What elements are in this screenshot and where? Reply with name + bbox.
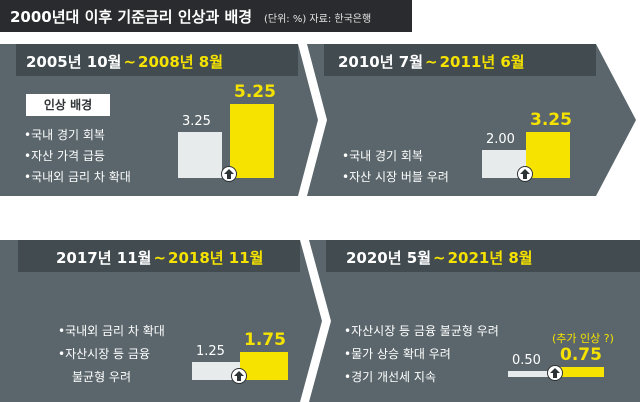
reason-item: •자산 시장 버블 우려 bbox=[342, 170, 449, 184]
period-tilde: ~ bbox=[153, 249, 167, 267]
reason-item: •국내 경기 회복 bbox=[24, 128, 105, 142]
reason-item: •자산시장 등 금융 불균형 우려 bbox=[344, 324, 499, 338]
title-bar: 2000년대 이후 기준금리 인상과 배경 (단위: %) 자료: 한국은행 bbox=[0, 0, 412, 32]
reason-item: •자산시장 등 금융 bbox=[58, 347, 150, 361]
value-label-after: 3.25 bbox=[530, 110, 572, 131]
period-tilde: ~ bbox=[123, 53, 137, 71]
reason-item: •물가 상승 확대 우려 bbox=[344, 347, 451, 361]
reason-item: •국내외 금리 차 확대 bbox=[58, 324, 165, 338]
value-label-before: 1.25 bbox=[196, 344, 225, 359]
reason-item: •국내외 금리 차 확대 bbox=[24, 170, 131, 184]
reason-item: 불균형 우려 bbox=[72, 370, 132, 384]
period-tilde: ~ bbox=[433, 249, 446, 267]
panel-header-1: 2005년 10월 ~2008년 8월 bbox=[16, 44, 298, 76]
period-end: 2008년 8월 bbox=[138, 53, 224, 71]
value-label-after: 5.25 bbox=[234, 82, 276, 102]
period-start: 2017년 11월 bbox=[56, 249, 152, 267]
value-label-before: 0.50 bbox=[512, 353, 541, 368]
reason-label: 인상 배경 bbox=[26, 94, 110, 116]
bar-before bbox=[192, 362, 240, 380]
bar-after bbox=[230, 104, 274, 178]
up-arrow-icon bbox=[221, 166, 237, 182]
period-start: 2020년 5월 bbox=[346, 249, 432, 267]
bar-after bbox=[240, 352, 288, 380]
panel-header-4: 2020년 5월 ~2021년 8월 bbox=[326, 240, 640, 272]
extra-hike-note: (추가 인상 ?) bbox=[552, 332, 614, 345]
period-end: 2021년 8월 bbox=[447, 249, 533, 267]
chevron-separator-top bbox=[298, 44, 327, 196]
value-label-after: 0.75 bbox=[560, 345, 602, 365]
reason-item: •경기 개선세 지속 bbox=[344, 370, 436, 384]
up-arrow-icon bbox=[231, 368, 247, 384]
period-start: 2005년 10월 bbox=[26, 53, 122, 71]
bar-before bbox=[508, 371, 556, 377]
chevron-separator-bottom bbox=[300, 240, 331, 402]
bar-before bbox=[178, 132, 222, 178]
chevron-start-bottom bbox=[0, 240, 18, 402]
period-tilde: ~ bbox=[425, 53, 438, 71]
chevron-end-top bbox=[596, 44, 640, 196]
panel-header-3: 2017년 11월 ~2018년 11월 bbox=[18, 240, 300, 272]
up-arrow-icon bbox=[517, 166, 533, 182]
bar-after bbox=[526, 132, 570, 178]
period-end: 2011년 6월 bbox=[439, 53, 525, 71]
value-label-after: 1.75 bbox=[244, 330, 286, 350]
bar-after bbox=[556, 367, 604, 377]
panel-header-2: 2010년 7월 ~2011년 6월 bbox=[324, 44, 596, 76]
period-end: 2018년 11월 bbox=[168, 249, 264, 267]
unit-source-note: (단위: %) 자료: 한국은행 bbox=[264, 14, 372, 25]
up-arrow-icon bbox=[547, 365, 563, 381]
reason-item: •국내 경기 회복 bbox=[342, 149, 423, 163]
chart-title: 2000년대 이후 기준금리 인상과 배경 bbox=[10, 8, 253, 26]
value-label-before: 2.00 bbox=[486, 131, 515, 147]
reason-item: •자산 가격 급등 bbox=[24, 149, 105, 163]
period-start: 2010년 7월 bbox=[338, 53, 424, 71]
value-label-before: 3.25 bbox=[182, 114, 211, 130]
